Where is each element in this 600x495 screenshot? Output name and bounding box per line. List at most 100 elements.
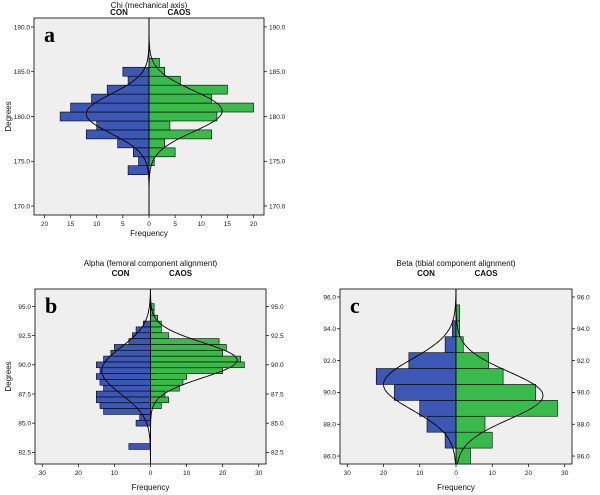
- caos-bar: [148, 57, 160, 68]
- con-bar: [127, 165, 150, 176]
- x-tick-label: 30: [255, 470, 263, 477]
- caos-bar: [150, 332, 169, 339]
- con-bar: [133, 147, 150, 158]
- group-label-left: CON: [110, 8, 128, 17]
- y-tick-label-right: 86.0: [577, 453, 590, 460]
- caos-bar: [148, 102, 254, 113]
- y-tick-label-left: 180.0: [14, 114, 31, 121]
- y-axis-label: Degrees: [4, 361, 13, 391]
- con-bar: [444, 431, 457, 449]
- con-bar: [135, 419, 151, 427]
- y-tick-label-left: 92.5: [18, 333, 31, 340]
- x-tick-label: 0: [149, 470, 153, 477]
- x-tick-label: 20: [41, 221, 49, 228]
- con-bar: [122, 66, 150, 77]
- caos-bar: [148, 66, 165, 77]
- y-tick-label-left: 90.0: [323, 390, 336, 397]
- y-tick-label-right: 175.0: [269, 159, 286, 166]
- x-tick-label: 5: [173, 221, 177, 228]
- con-bar: [408, 352, 457, 369]
- chart-title: Chi (mechanical axis): [111, 1, 188, 10]
- panel-label: c: [350, 293, 360, 318]
- x-axis-label: Frequency: [437, 483, 475, 492]
- con-bar: [70, 102, 150, 113]
- y-tick-label-right: 92.5: [271, 333, 284, 340]
- caos-bar: [150, 349, 223, 357]
- x-tick-label: 20: [219, 470, 227, 477]
- y-tick-label-left: 94.0: [323, 326, 336, 333]
- caos-bar: [150, 326, 162, 334]
- group-label-right: CAOS: [167, 8, 191, 17]
- caos-normal-curve: [455, 289, 544, 465]
- x-tick-label: 0: [147, 221, 151, 228]
- con-bar: [419, 400, 457, 417]
- y-axis-label: Degrees: [4, 101, 13, 131]
- y-tick-label-right: 90.0: [271, 362, 284, 369]
- y-tick-label-left: 86.0: [323, 453, 336, 460]
- con-bar: [375, 368, 457, 385]
- caos-bar: [150, 367, 223, 374]
- con-bar: [96, 396, 151, 404]
- con-bar: [99, 402, 151, 409]
- x-tick-label: 10: [93, 221, 101, 228]
- x-tick-label: 0: [454, 470, 458, 477]
- con-bar: [103, 355, 151, 363]
- con-bar: [96, 120, 150, 131]
- y-tick-label-right: 87.5: [271, 391, 284, 398]
- y-tick-label-left: 96.0: [323, 294, 336, 301]
- y-tick-label-left: 175.0: [14, 159, 31, 166]
- con-bar: [59, 111, 150, 122]
- caos-bar: [148, 84, 228, 95]
- x-tick-label: 20: [250, 221, 258, 228]
- y-tick-label-left: 90.0: [18, 362, 31, 369]
- caos-bar: [455, 431, 493, 449]
- caos-bar: [455, 384, 537, 401]
- con-bar: [103, 408, 151, 415]
- panel-label: b: [45, 293, 57, 318]
- y-tick-label-left: 87.5: [18, 391, 31, 398]
- caos-bar: [150, 402, 162, 409]
- con-bar: [452, 320, 457, 338]
- chart-panel-a: Chi (mechanical axis)CON CAOS 20 15 10 5 0 5 10 1…: [4, 1, 286, 238]
- group-label-right: CAOS: [169, 269, 193, 278]
- x-tick-label: 30: [344, 470, 352, 477]
- y-tick-label-left: 92.0: [323, 358, 336, 365]
- y-tick-label-left: 82.5: [18, 450, 31, 457]
- panel-label: a: [44, 22, 55, 47]
- y-tick-label-left: 85.0: [18, 420, 31, 427]
- caos-bar: [455, 400, 558, 417]
- y-tick-label-right: 82.5: [271, 450, 284, 457]
- chart-panel-c: Beta (tibial component alignment)CON CAOS…: [323, 259, 590, 492]
- chart-title: Beta (tibial component alignment): [396, 259, 516, 268]
- x-tick-label: 10: [183, 470, 191, 477]
- y-tick-label-left: 170.0: [14, 203, 31, 210]
- x-tick-label: 10: [416, 470, 424, 477]
- con-bar: [114, 344, 151, 351]
- caos-bar: [150, 320, 162, 328]
- y-tick-label-right: 96.0: [577, 294, 590, 301]
- x-tick-label: 30: [561, 470, 569, 477]
- x-tick-label: 5: [121, 221, 125, 228]
- con-bar: [91, 93, 150, 104]
- caos-bar: [148, 111, 218, 122]
- x-tick-label: 15: [224, 221, 232, 228]
- y-tick-label-right: 170.0: [269, 203, 286, 210]
- y-tick-label-right: 94.0: [577, 326, 590, 333]
- x-tick-label: 20: [75, 470, 83, 477]
- con-bar: [127, 75, 150, 86]
- y-tick-label-left: 95.0: [18, 304, 31, 311]
- con-bar: [394, 384, 457, 401]
- caos-bar: [455, 368, 504, 385]
- x-axis-label: Frequency: [130, 229, 168, 238]
- caos-bar: [455, 352, 489, 369]
- caos-bar: [150, 373, 187, 380]
- caos-bar: [148, 138, 165, 149]
- x-tick-label: 15: [67, 221, 75, 228]
- y-tick-label-right: 190.0: [269, 24, 286, 31]
- caos-bar: [150, 390, 166, 398]
- x-tick-label: 10: [111, 470, 119, 477]
- x-tick-label: 20: [525, 470, 533, 477]
- caos-bar: [148, 75, 181, 86]
- group-label-left: CON: [112, 269, 130, 278]
